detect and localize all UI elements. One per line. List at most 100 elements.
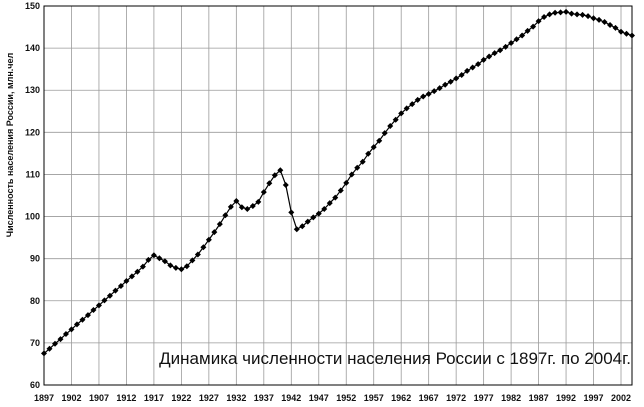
- y-axis-label: Численность населения России, млн.чел: [5, 53, 15, 238]
- x-tick-label: 1987: [529, 393, 549, 403]
- x-tick-label: 1982: [501, 393, 521, 403]
- data-point-marker: [293, 226, 300, 233]
- x-tick-label: 1992: [556, 393, 576, 403]
- data-point-marker: [249, 203, 256, 210]
- data-point-marker: [332, 194, 339, 201]
- data-point-marker: [513, 36, 520, 43]
- data-point-marker: [156, 255, 163, 262]
- data-point-marker: [62, 331, 69, 338]
- data-point-marker: [337, 187, 344, 194]
- data-point-marker: [282, 181, 289, 188]
- data-point-marker: [607, 21, 614, 28]
- x-tick-label: 1962: [391, 393, 411, 403]
- data-point-marker: [321, 205, 328, 212]
- data-point-marker: [277, 167, 284, 174]
- x-tick-label: 1952: [336, 393, 356, 403]
- data-point-marker: [46, 345, 53, 352]
- data-point-marker: [304, 218, 311, 225]
- y-tick-label: 70: [30, 338, 40, 348]
- data-point-marker: [574, 11, 581, 18]
- chart-title: Динамика численности населения России с …: [159, 349, 631, 368]
- y-tick-label: 90: [30, 254, 40, 264]
- data-point-marker: [189, 257, 196, 264]
- x-tick-label: 1942: [281, 393, 301, 403]
- data-point-marker: [222, 212, 229, 219]
- data-point-marker: [497, 47, 504, 54]
- data-point-marker: [315, 210, 322, 217]
- data-point-marker: [370, 144, 377, 151]
- data-point-marker: [150, 252, 157, 259]
- x-tick-label: 1917: [144, 393, 164, 403]
- data-point-marker: [68, 326, 75, 333]
- data-point-marker: [464, 67, 471, 74]
- data-point-marker: [106, 292, 113, 299]
- data-point-marker: [425, 91, 432, 98]
- data-point-marker: [530, 23, 537, 30]
- data-point-marker: [579, 11, 586, 18]
- data-point-marker: [436, 85, 443, 92]
- data-point-marker: [310, 214, 317, 221]
- data-point-marker: [84, 312, 91, 319]
- data-point-marker: [255, 198, 262, 205]
- x-tick-label: 1977: [474, 393, 494, 403]
- data-point-marker: [167, 262, 174, 269]
- data-point-marker: [392, 116, 399, 123]
- x-tick-label: 1967: [419, 393, 439, 403]
- x-tick-label: 1932: [226, 393, 246, 403]
- data-point-marker: [233, 197, 240, 204]
- y-tick-label: 80: [30, 296, 40, 306]
- data-point-marker: [546, 11, 553, 18]
- data-point-marker: [95, 302, 102, 309]
- x-tick-label: 1972: [446, 393, 466, 403]
- data-point-marker: [486, 53, 493, 60]
- data-point-marker: [57, 336, 64, 343]
- y-tick-labels: 60 70 80 90 100 110 120 130 140 150: [25, 1, 40, 390]
- data-point-marker: [205, 236, 212, 243]
- data-point-marker: [348, 171, 355, 178]
- y-tick-label: 60: [30, 380, 40, 390]
- data-point-marker: [134, 268, 141, 275]
- y-tick-label: 100: [25, 212, 40, 222]
- data-point-marker: [453, 75, 460, 82]
- data-point-marker: [585, 13, 592, 20]
- data-point-marker: [535, 18, 542, 25]
- data-point-marker: [354, 164, 361, 171]
- data-point-marker: [227, 203, 234, 210]
- data-point-marker: [73, 321, 80, 328]
- data-point-marker: [123, 277, 130, 284]
- data-point-marker: [79, 316, 86, 323]
- data-point-marker: [458, 72, 465, 79]
- x-tick-label: 1907: [89, 393, 109, 403]
- data-point-marker: [41, 350, 47, 357]
- data-point-marker: [211, 229, 218, 236]
- data-point-marker: [519, 32, 526, 39]
- data-point-marker: [260, 189, 267, 196]
- data-point-marker: [508, 40, 515, 47]
- x-tick-label: 1897: [34, 393, 54, 403]
- data-point-marker: [266, 180, 273, 187]
- data-point-marker: [139, 263, 146, 270]
- data-point-marker: [414, 96, 421, 103]
- data-point-marker: [288, 209, 295, 216]
- data-point-marker: [172, 264, 179, 271]
- grid: [43, 5, 632, 386]
- x-tick-labels: 1897 1902 1907 1912 1917 1922 1927 1932 1937 1942…: [34, 393, 631, 403]
- data-point-marker: [376, 137, 383, 144]
- data-point-marker: [596, 16, 603, 23]
- data-point-marker: [183, 263, 190, 270]
- data-point-marker: [475, 61, 482, 68]
- data-point-marker: [271, 172, 278, 179]
- data-point-marker: [612, 24, 619, 31]
- x-tick-label: 1937: [254, 393, 274, 403]
- x-tick-label: 1922: [171, 393, 191, 403]
- x-tick-label: 1957: [364, 393, 384, 403]
- data-point-marker: [601, 19, 608, 26]
- data-point-marker: [161, 258, 168, 265]
- data-point-marker: [365, 150, 372, 157]
- data-point-marker: [381, 130, 388, 137]
- x-tick-label: 1927: [199, 393, 219, 403]
- data-point-marker: [557, 9, 564, 16]
- data-point-marker: [112, 287, 119, 294]
- data-point-marker: [480, 56, 487, 63]
- y-tick-label: 120: [25, 127, 40, 137]
